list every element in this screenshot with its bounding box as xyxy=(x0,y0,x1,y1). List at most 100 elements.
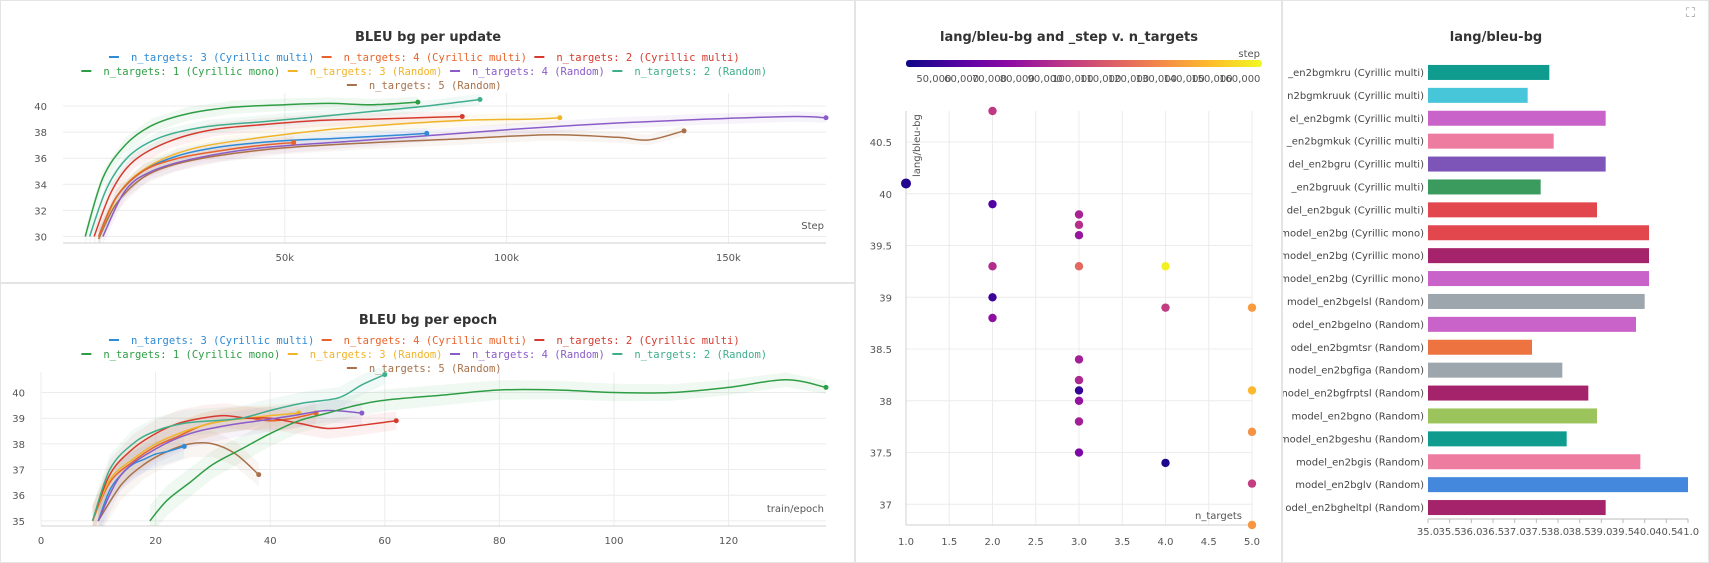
bar-category-label: model_en2bgelsl (Random) xyxy=(1287,297,1424,308)
bar-category-label: nodel_en2bgfrptsl (Random) xyxy=(1283,389,1424,400)
legend-item: n_targets: 4 (Cyrillic multi) xyxy=(344,335,527,347)
legend-item: n_targets: 2 (Cyrillic multi) xyxy=(556,335,739,347)
scatter-point xyxy=(1247,386,1257,395)
series-band xyxy=(149,372,826,526)
bar xyxy=(1428,202,1597,218)
bar xyxy=(1428,64,1550,80)
series-line xyxy=(84,101,418,237)
bar-category-label: model_en2bgis (Random) xyxy=(1296,457,1424,468)
legend-item: n_targets: 2 (Random) xyxy=(634,349,767,361)
x-tick-label: 39.0 xyxy=(1590,527,1612,538)
x-tick-label: 38.0 xyxy=(1547,527,1569,538)
bar xyxy=(1428,477,1688,493)
bar-category-label: _en2bgmkuk (Cyrillic multi) xyxy=(1286,137,1424,148)
scatter-point xyxy=(988,199,997,209)
x-tick-label: 36.5 xyxy=(1482,527,1504,538)
bar-category-label: el_en2bgmk (Cyrillic multi) xyxy=(1290,114,1424,125)
series-end-point xyxy=(557,115,563,121)
bar-category-label: model_en2bg (Cyrillic mono) xyxy=(1283,274,1424,285)
series-end-point xyxy=(477,97,483,103)
series-band xyxy=(92,403,397,526)
y-tick-label: 38.5 xyxy=(870,345,892,356)
legend-item: n_targets: 4 (Cyrillic multi) xyxy=(344,52,527,64)
series-line xyxy=(91,373,386,522)
scatter-point xyxy=(1074,231,1084,240)
expand-icon[interactable]: ⛶ xyxy=(1686,6,1696,21)
x-tick-label: 40.5 xyxy=(1655,527,1677,538)
scatter-point xyxy=(1247,427,1257,437)
scatter-point xyxy=(1247,303,1257,312)
x-axis-label: n_targets xyxy=(1195,511,1242,522)
legend-item: n_targets: 2 (Cyrillic multi) xyxy=(556,52,739,64)
y-tick-label: 39 xyxy=(12,414,25,425)
series-band xyxy=(89,94,480,243)
y-tick-label: 40.5 xyxy=(870,138,892,149)
chart-title-bar: lang/bleu-bg xyxy=(1450,30,1542,45)
scatter-point xyxy=(1074,448,1084,457)
legend-item: n_targets: 3 (Cyrillic multi) xyxy=(131,335,314,347)
bar-category-label: model_en2bgeshu (Random) xyxy=(1283,434,1424,445)
x-tick-label: 37.0 xyxy=(1504,527,1526,538)
scatter-point xyxy=(1247,479,1257,488)
x-tick-label: 5.0 xyxy=(1244,537,1260,548)
bar xyxy=(1428,225,1649,241)
legend-item: n_targets: 2 (Random) xyxy=(634,66,767,78)
series-end-point xyxy=(359,410,365,416)
legend-item: n_targets: 1 (Cyrillic mono) xyxy=(103,349,280,361)
bar xyxy=(1428,156,1606,172)
series-line xyxy=(97,445,185,522)
scatter-point xyxy=(1161,262,1170,271)
bar xyxy=(1428,179,1541,195)
y-tick-label: 40 xyxy=(12,389,25,400)
x-tick-label: 100k xyxy=(494,253,519,264)
bar xyxy=(1428,408,1597,424)
series-group xyxy=(84,94,829,243)
scatter-point xyxy=(1074,375,1084,385)
chart-panel-bleu-per-epoch: BLEU bg per epoch n_targets: 3 (Cyrillic … xyxy=(0,283,855,563)
colorbar-tick-label: 110,000 xyxy=(1080,74,1121,85)
x-tick-label: 2.0 xyxy=(985,537,1001,548)
scatter-point xyxy=(988,313,997,323)
bar-category-label: _en2bgmkru (Cyrillic multi) xyxy=(1287,68,1424,79)
chart-panel-bleu-per-update: BLEU bg per update n_targets: 3 (Cyrillic… xyxy=(0,0,855,283)
y-tick-label: 39 xyxy=(879,293,892,304)
scatter-point xyxy=(1074,417,1084,426)
bar xyxy=(1428,431,1567,447)
chart-svg-epoch: BLEU bg per epoch n_targets: 3 (Cyrillic … xyxy=(12,313,829,547)
series-end-point xyxy=(823,384,829,390)
series-end-point xyxy=(681,128,687,134)
y-tick-label: 30 xyxy=(34,232,47,243)
bar-category-label: odel_en2bgheltpl (Random) xyxy=(1285,503,1424,514)
x-tick-label: 150k xyxy=(716,253,741,264)
colorbar-tick-label: 90,000 xyxy=(1028,74,1063,85)
series-line xyxy=(97,141,294,237)
bar-category-label: model_en2bglv (Random) xyxy=(1295,480,1424,491)
series-end-point xyxy=(823,115,829,121)
bar-category-label: del_en2bguk (Cyrillic multi) xyxy=(1287,205,1424,216)
legend-item: n_targets: 5 (Random) xyxy=(369,80,502,92)
series-end-point xyxy=(256,472,262,478)
y-tick-label: 40 xyxy=(34,102,47,113)
series-band xyxy=(98,430,259,526)
scatter-point xyxy=(1074,396,1084,405)
bar-category-label: model_en2bg (Cyrillic mono) xyxy=(1283,251,1424,262)
series-line xyxy=(97,130,685,240)
x-tick-label: 1.5 xyxy=(941,537,957,548)
colorbar-tick-label: 100,000 xyxy=(1052,74,1093,85)
series-line xyxy=(88,98,481,237)
y-tick-label: 32 xyxy=(34,206,47,217)
y-tick-label: 37 xyxy=(12,466,25,477)
scatter-point xyxy=(1247,520,1257,530)
chart-title-epoch: BLEU bg per epoch xyxy=(359,313,497,328)
x-tick-label: 3.5 xyxy=(1114,537,1130,548)
bar xyxy=(1428,385,1589,401)
colorbar-tick-label: 50,000 xyxy=(916,74,951,85)
x-tick-label: 120 xyxy=(719,536,738,547)
scatter-point xyxy=(1074,386,1084,395)
scatter-point xyxy=(901,178,911,189)
bar xyxy=(1428,339,1532,355)
scatter-point xyxy=(1074,210,1084,219)
legend-item: n_targets: 3 (Random) xyxy=(310,66,443,78)
scatter-point xyxy=(988,106,997,116)
